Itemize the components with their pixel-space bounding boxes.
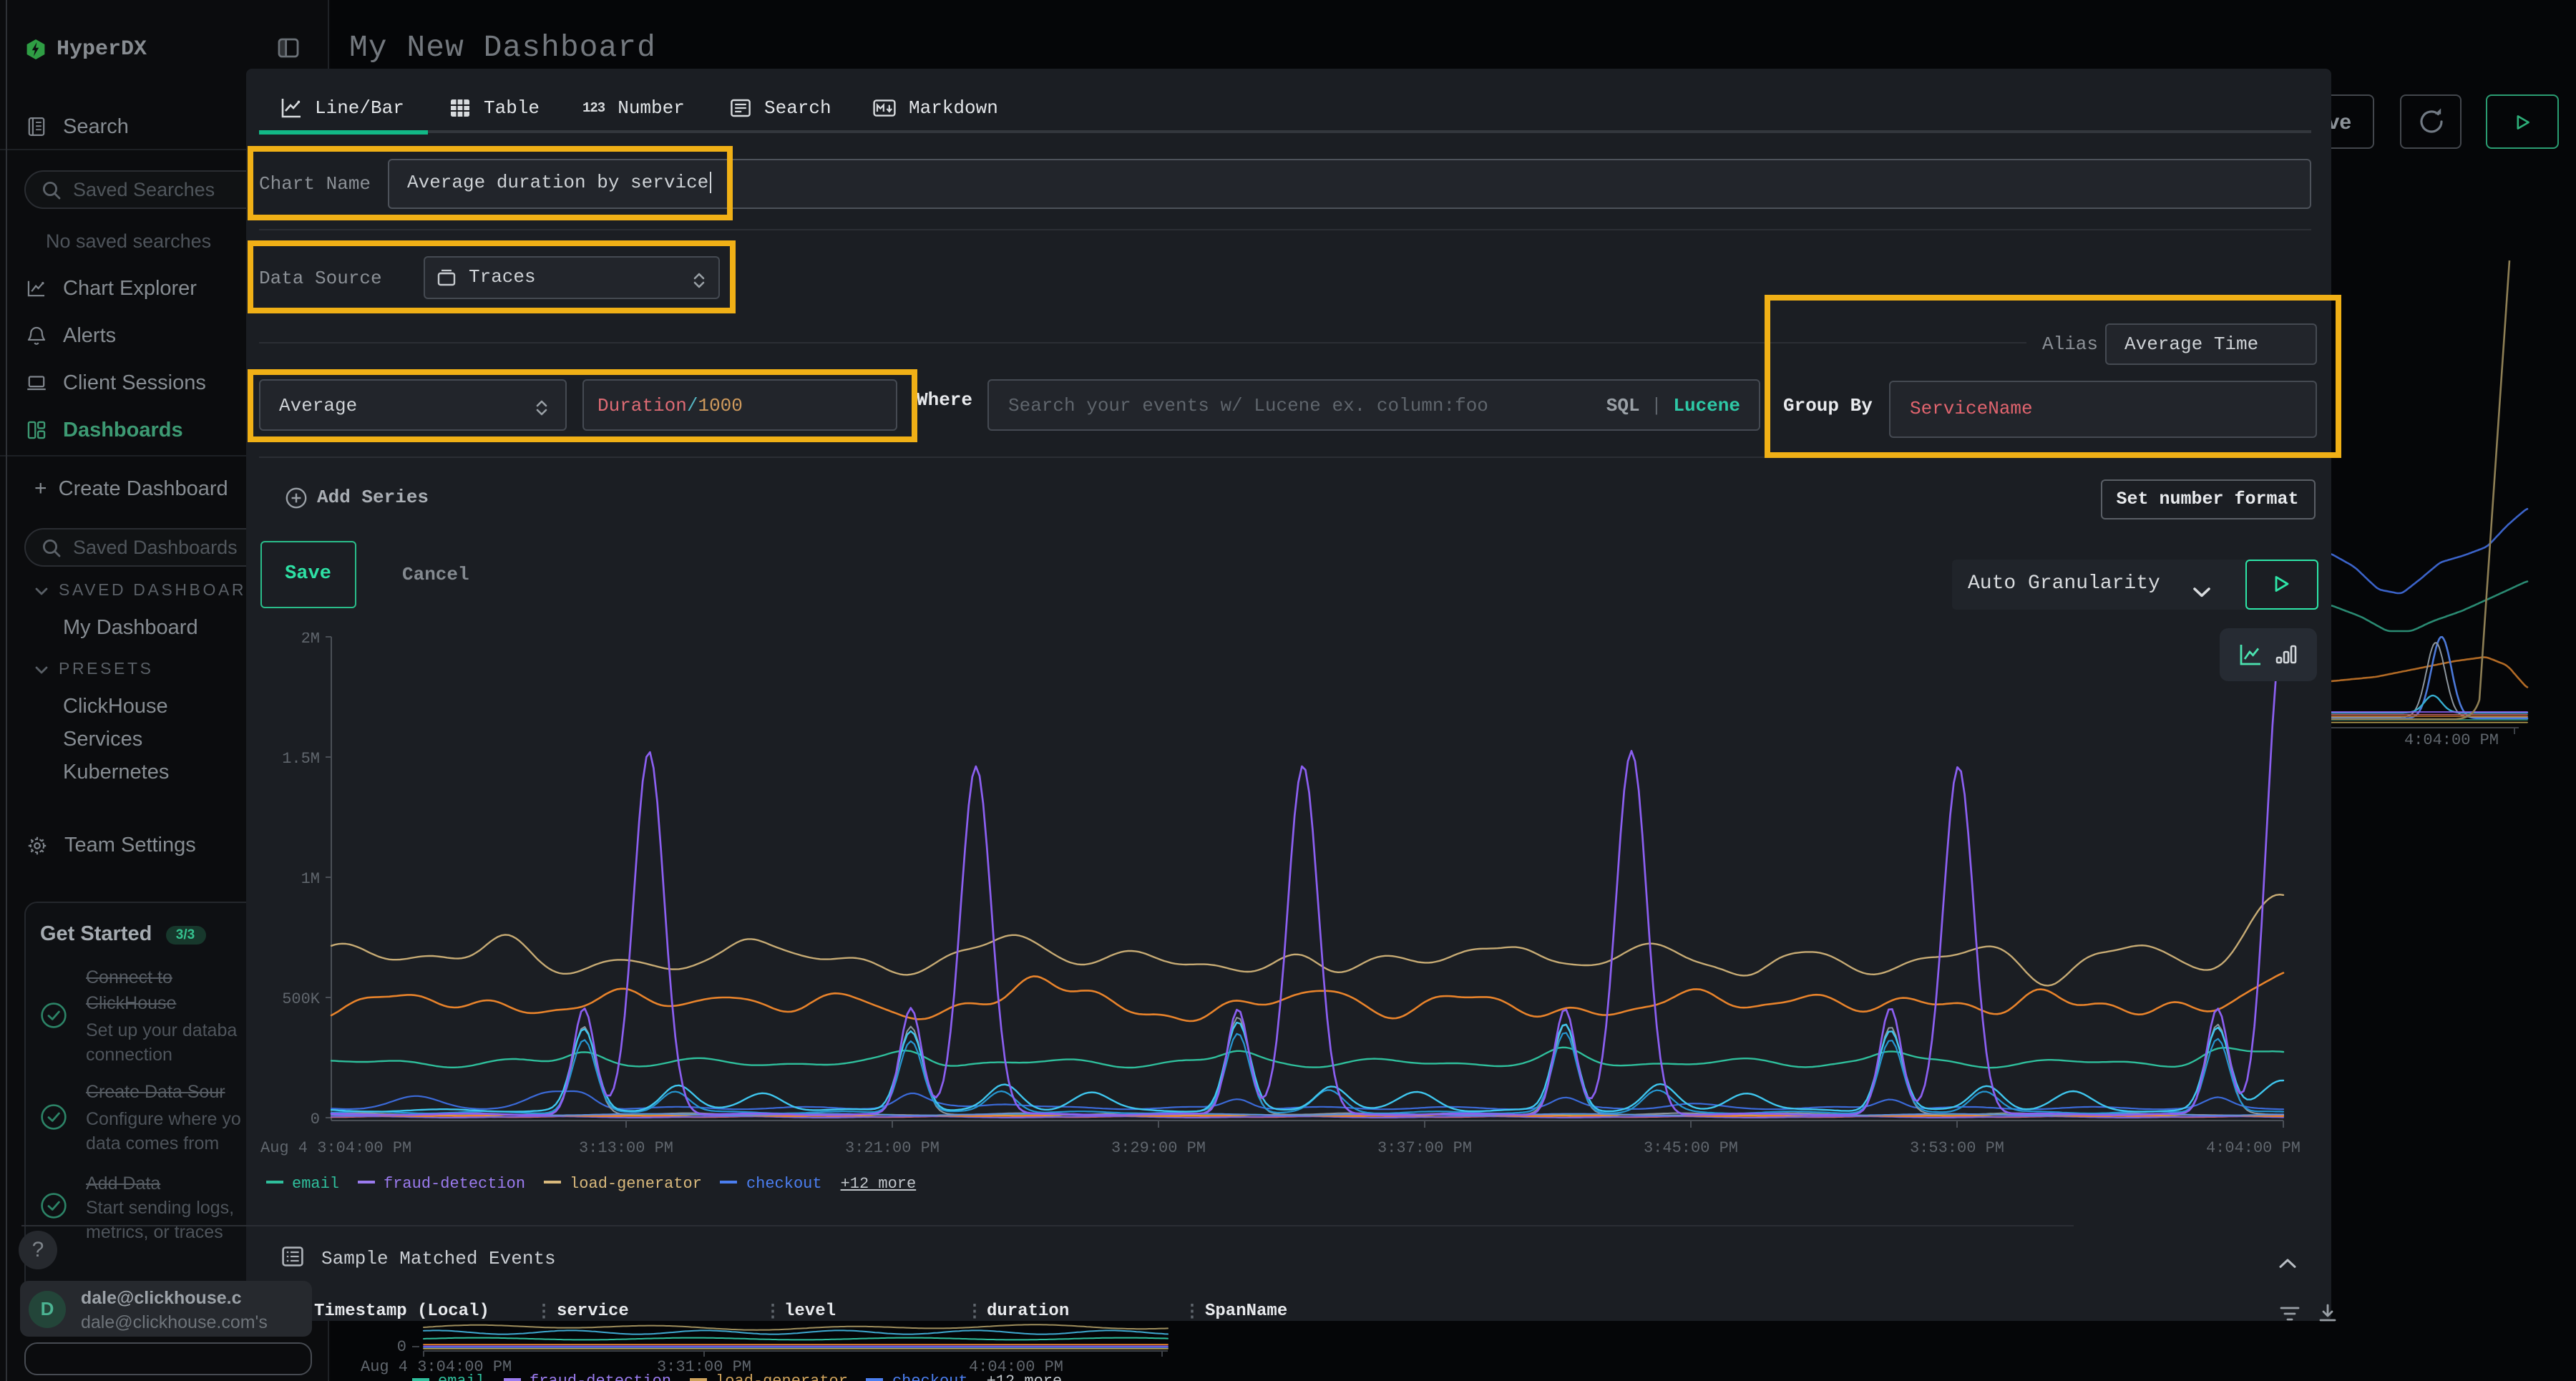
- svg-text:2M: 2M: [301, 633, 319, 648]
- svg-text:3:29:00 PM: 3:29:00 PM: [1111, 1139, 1205, 1157]
- svg-text:0: 0: [397, 1338, 406, 1356]
- svg-text:3:53:00 PM: 3:53:00 PM: [1909, 1139, 2004, 1157]
- svg-text:3:31:00 PM: 3:31:00 PM: [657, 1358, 751, 1376]
- svg-text:Aug 4 3:04:00 PM: Aug 4 3:04:00 PM: [260, 1139, 411, 1157]
- svg-text:3:13:00 PM: 3:13:00 PM: [578, 1139, 673, 1157]
- svg-text:500K: 500K: [281, 990, 320, 1008]
- svg-text:4:04:00 PM: 4:04:00 PM: [2205, 1139, 2300, 1157]
- svg-text:3:37:00 PM: 3:37:00 PM: [1377, 1139, 1471, 1157]
- svg-text:4:04:00 PM: 4:04:00 PM: [2404, 731, 2499, 749]
- svg-text:1M: 1M: [301, 870, 319, 888]
- svg-text:Aug 4 3:04:00 PM: Aug 4 3:04:00 PM: [361, 1358, 512, 1376]
- svg-text:3:21:00 PM: 3:21:00 PM: [844, 1139, 939, 1157]
- svg-text:0: 0: [310, 1111, 319, 1128]
- svg-text:1.5M: 1.5M: [281, 750, 319, 768]
- svg-text:4:04:00 PM: 4:04:00 PM: [969, 1358, 1063, 1376]
- svg-text:3:45:00 PM: 3:45:00 PM: [1643, 1139, 1737, 1157]
